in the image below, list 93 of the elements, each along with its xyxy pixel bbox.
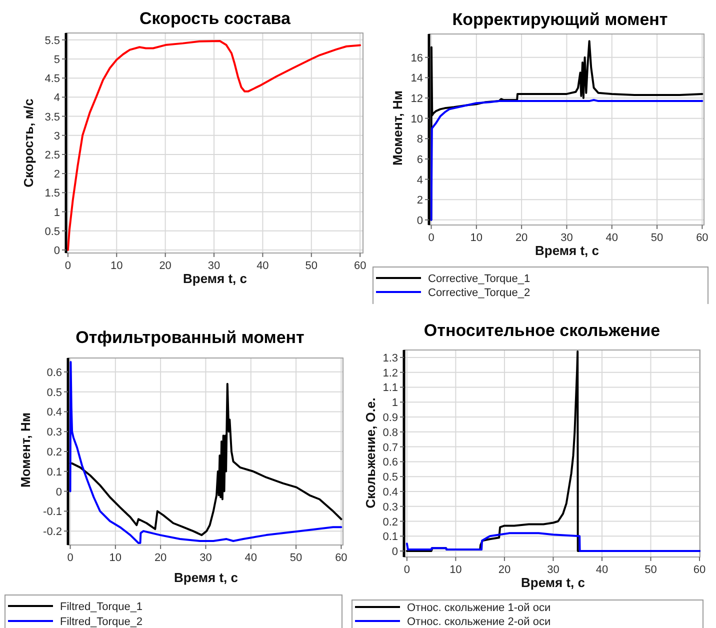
y-tick-label: 0.5 <box>46 386 62 399</box>
chart-title: Отфильтрованный момент <box>76 328 304 347</box>
y-tick-label: 0.4 <box>46 406 62 419</box>
legend-label: Filtred_Torque_2 <box>60 616 143 628</box>
y-tick-label: 5 <box>54 54 60 66</box>
y-tick-label: 0.2 <box>382 516 398 528</box>
y-tick-label: 0.1 <box>382 531 398 544</box>
x-tick-label: 20 <box>515 232 528 244</box>
legend-label: Относ. скольжение 2-ой оси <box>407 616 551 628</box>
x-tick-label: 60 <box>354 260 366 272</box>
y-tick-label: 0.8 <box>382 426 398 439</box>
y-tick-label: 3 <box>54 130 60 142</box>
y-axis-title: Момент, Нм <box>18 412 34 488</box>
x-tick-label: 40 <box>606 232 618 244</box>
x-tick-label: 40 <box>256 260 269 272</box>
y-tick-label: 0.3 <box>382 501 398 514</box>
y-tick-label: 1.2 <box>382 367 398 380</box>
y-tick-label: 0 <box>54 244 60 257</box>
x-tick-label: 50 <box>290 552 302 564</box>
y-tick-label: 4 <box>416 174 423 186</box>
y-axis-title: Скорость, м/с <box>21 98 36 188</box>
x-tick-label: 50 <box>644 564 657 576</box>
x-tick-label: 50 <box>305 260 318 272</box>
y-tick-label: 14 <box>410 72 423 85</box>
y-tick-label: 2.5 <box>44 149 60 162</box>
x-tick-label: 50 <box>650 232 664 244</box>
legend-label: Corrective_Torque_1 <box>428 273 530 285</box>
x-tick-label: 10 <box>450 564 462 576</box>
y-tick-label: 1.3 <box>382 352 398 364</box>
y-tick-label: 5.5 <box>44 34 60 47</box>
y-tick-label: 0 <box>56 486 62 498</box>
y-tick-label: 0.7 <box>382 442 398 454</box>
y-tick-label: 0.1 <box>46 466 62 478</box>
y-tick-label: 1 <box>54 206 60 219</box>
x-tick-label: 30 <box>208 260 220 272</box>
legend-label: Corrective_Torque_2 <box>428 287 530 299</box>
y-tick-label: 0.5 <box>382 472 398 484</box>
line-series <box>430 99 704 221</box>
x-tick-label: 40 <box>596 564 608 576</box>
y-tick-label: 10 <box>410 113 423 126</box>
y-tick-label: -0.2 <box>43 526 62 538</box>
x-tick-label: 0 <box>428 232 434 244</box>
y-tick-label: 0.4 <box>382 486 398 498</box>
line-series <box>69 360 342 544</box>
x-tick-label: 60 <box>693 564 706 576</box>
y-tick-label: 0 <box>416 214 423 227</box>
legend-label: Относ. скольжение 1-ой оси <box>407 602 551 614</box>
x-tick-label: 30 <box>560 232 573 244</box>
x-axis-title: Время t, с <box>521 575 585 590</box>
y-tick-label: 8 <box>416 134 423 146</box>
x-tick-label: 40 <box>244 552 258 564</box>
y-tick-label: 6 <box>416 154 423 166</box>
chart-title: Скорость состава <box>140 9 292 28</box>
x-tick-label: 30 <box>200 552 212 564</box>
y-tick-label: 1.1 <box>382 382 398 394</box>
y-tick-label: 2 <box>416 194 423 207</box>
y-tick-label: 4.5 <box>44 73 60 86</box>
legend-label: Filtred_Torque_1 <box>60 601 143 613</box>
y-tick-label: 1.5 <box>44 188 60 200</box>
x-tick-label: 30 <box>547 564 560 576</box>
x-tick-label: 0 <box>64 260 72 272</box>
y-tick-label: 4 <box>54 92 60 104</box>
y-tick-label: 16 <box>410 52 423 64</box>
x-tick-label: 20 <box>154 552 167 564</box>
y-axis-title: Скольжение, О.е. <box>363 398 378 508</box>
y-tick-label: 0.5 <box>44 226 60 238</box>
y-tick-label: 0.3 <box>46 426 62 439</box>
x-tick-label: 60 <box>335 552 348 564</box>
line-series <box>66 40 362 251</box>
y-tick-label: 2 <box>54 168 60 181</box>
y-axis-title: Момент, Нм <box>390 90 406 166</box>
y-tick-label: 3.5 <box>44 111 60 124</box>
y-tick-label: 1 <box>392 397 398 410</box>
line-series <box>69 382 342 536</box>
y-tick-label: 0.9 <box>382 412 398 424</box>
chart-title: Корректирующий момент <box>452 10 668 29</box>
x-tick-label: 10 <box>470 232 483 244</box>
y-tick-label: 12 <box>410 93 423 106</box>
y-tick-label: -0.1 <box>43 506 62 518</box>
x-tick-label: 10 <box>109 552 122 564</box>
x-tick-label: 0 <box>67 552 74 564</box>
chart-title: Относительное скольжение <box>424 321 660 340</box>
x-tick-label: 20 <box>159 260 172 272</box>
x-axis-title: Время t, с <box>183 271 247 286</box>
x-tick-label: 60 <box>696 232 708 244</box>
line-series <box>406 532 701 552</box>
x-tick-label: 10 <box>110 260 123 272</box>
x-tick-label: 20 <box>498 564 511 576</box>
y-tick-label: 0.6 <box>46 366 62 379</box>
x-axis-title: Время t, с <box>535 243 599 258</box>
y-tick-label: 0.6 <box>382 456 398 469</box>
y-tick-label: 0.2 <box>46 446 62 458</box>
x-axis-title: Время t, с <box>174 570 238 585</box>
